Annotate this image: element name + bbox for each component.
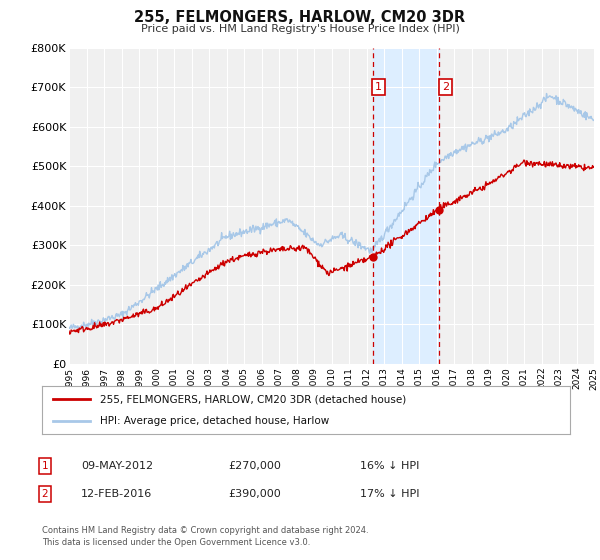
Text: 16% ↓ HPI: 16% ↓ HPI [360, 461, 419, 471]
Text: 12-FEB-2016: 12-FEB-2016 [81, 489, 152, 499]
Text: 2: 2 [41, 489, 49, 499]
Text: Contains HM Land Registry data © Crown copyright and database right 2024.: Contains HM Land Registry data © Crown c… [42, 526, 368, 535]
Text: 17% ↓ HPI: 17% ↓ HPI [360, 489, 419, 499]
Text: Price paid vs. HM Land Registry's House Price Index (HPI): Price paid vs. HM Land Registry's House … [140, 24, 460, 34]
Text: HPI: Average price, detached house, Harlow: HPI: Average price, detached house, Harl… [100, 416, 329, 426]
Text: 1: 1 [41, 461, 49, 471]
Text: £390,000: £390,000 [228, 489, 281, 499]
Text: This data is licensed under the Open Government Licence v3.0.: This data is licensed under the Open Gov… [42, 538, 310, 547]
Text: 2: 2 [442, 82, 449, 92]
Text: 1: 1 [375, 82, 382, 92]
Text: 255, FELMONGERS, HARLOW, CM20 3DR (detached house): 255, FELMONGERS, HARLOW, CM20 3DR (detac… [100, 394, 406, 404]
Text: 255, FELMONGERS, HARLOW, CM20 3DR: 255, FELMONGERS, HARLOW, CM20 3DR [134, 10, 466, 25]
Text: 09-MAY-2012: 09-MAY-2012 [81, 461, 153, 471]
Text: £270,000: £270,000 [228, 461, 281, 471]
Bar [373, 48, 439, 364]
